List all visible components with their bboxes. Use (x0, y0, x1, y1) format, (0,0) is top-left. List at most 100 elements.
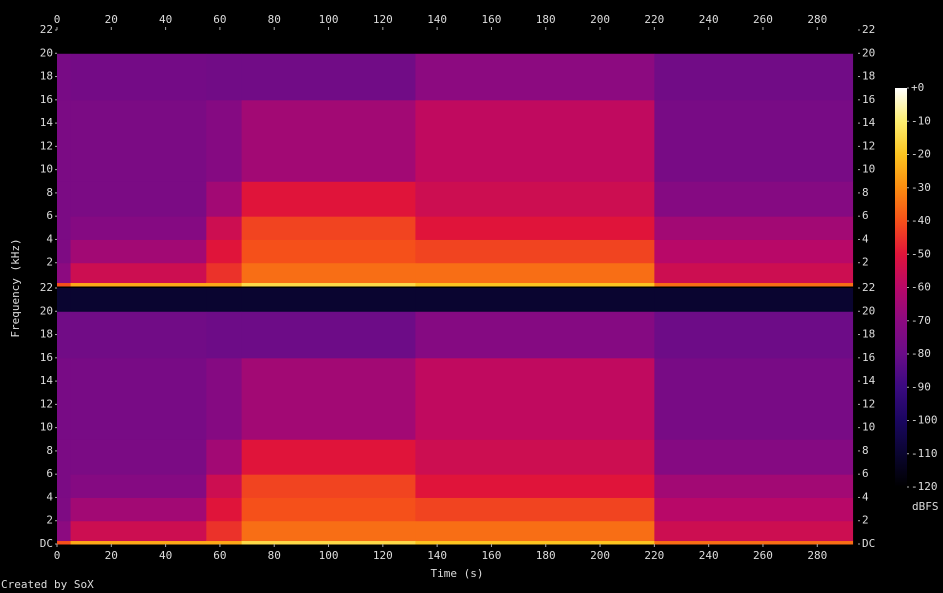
x-tick-label: 180 (536, 549, 556, 562)
y-tick-label: 18 (40, 328, 53, 341)
y-tick-label-right: 2 (862, 514, 869, 527)
x-tick-label-top: 280 (807, 13, 827, 26)
spectrogram-cell (654, 439, 854, 475)
spectrogram-cell (206, 540, 243, 545)
spectrogram-cell (415, 288, 655, 312)
x-tick-label: 280 (807, 549, 827, 562)
x-tick-label-top: 180 (536, 13, 556, 26)
spectrogram-cell (206, 288, 243, 312)
spectrogram-cell (654, 311, 854, 359)
spectrogram-cell (241, 99, 416, 182)
spectrogram-cell (70, 239, 207, 264)
colorbar-tick-label: -30 (911, 181, 931, 194)
colorbar-label: dBFS (912, 500, 939, 513)
y-tick-label-right: 18 (862, 70, 875, 83)
spectrogram-cell (415, 357, 655, 440)
colorbar-tick-label: -110 (911, 447, 938, 460)
spectrogram-cell (70, 181, 207, 217)
spectrogram-cell (415, 99, 655, 182)
spectrogram-cell (654, 288, 854, 312)
y-tick-label: 2 (46, 514, 53, 527)
colorbar-tick-label: -70 (911, 314, 931, 327)
y-tick-label: 6 (46, 467, 53, 480)
spectrogram-cell (241, 282, 416, 287)
spectrogram-cell (654, 216, 854, 240)
spectrogram-cell (206, 357, 243, 440)
spectrogram-cell (654, 262, 854, 284)
y-tick-label: 14 (40, 374, 54, 387)
spectrogram-cell (241, 497, 416, 522)
y-tick-label: 4 (46, 490, 53, 503)
spectrogram-cell (654, 53, 854, 101)
x-tick-label-top: 100 (319, 13, 339, 26)
spectrogram-cell (70, 216, 207, 240)
spectrogram-cell (241, 357, 416, 440)
x-tick-label: 80 (268, 549, 281, 562)
spectrogram-cell (415, 30, 655, 54)
spectrogram-cell (415, 311, 655, 359)
spectrogram-cell (70, 540, 207, 545)
y-tick-label-right: 22 (862, 23, 875, 36)
spectrogram-cell (415, 53, 655, 101)
x-tick-label: 0 (54, 549, 61, 562)
spectrogram-cell (415, 474, 655, 498)
spectrogram-cell (206, 520, 243, 542)
x-tick-label: 260 (753, 549, 773, 562)
colorbar-tick-label: -20 (911, 148, 931, 161)
y-tick-label-right: 22 (862, 281, 875, 294)
y-tick-label: DC (40, 537, 53, 550)
y-tick-label-right: 10 (862, 163, 875, 176)
spectrogram-cell (415, 520, 655, 542)
spectrogram-cell (70, 520, 207, 542)
spectrogram-cell (70, 474, 207, 498)
spectrogram-cell (654, 357, 854, 440)
x-tick-label-top: 160 (482, 13, 502, 26)
y-tick-label-right: 18 (862, 328, 875, 341)
y-tick-label: 22 (40, 23, 53, 36)
colorbar-tick-label: -100 (911, 414, 938, 427)
x-tick-label: 100 (319, 549, 339, 562)
y-tick-label-right: 8 (862, 186, 869, 199)
x-tick-label-top: 240 (699, 13, 719, 26)
spectrogram-cell (206, 216, 243, 240)
spectrogram-cell (57, 216, 72, 240)
x-tick-label: 60 (213, 549, 226, 562)
y-tick-label-right: 20 (862, 304, 875, 317)
spectrogram-cell (206, 282, 243, 287)
spectrogram-cell (206, 262, 243, 284)
spectrogram-cell (654, 282, 854, 287)
y-tick-label-right: 16 (862, 93, 875, 106)
y-tick-label-right: 6 (862, 467, 869, 480)
spectrogram-cell (206, 439, 243, 475)
spectrogram-cell (57, 439, 72, 475)
x-tick-label: 140 (427, 549, 447, 562)
spectrogram-cell (415, 181, 655, 217)
spectrogram-cell (415, 216, 655, 240)
x-tick-label-top: 20 (105, 13, 118, 26)
colorbar-tick-label: -40 (911, 214, 931, 227)
y-tick-label: 18 (40, 70, 53, 83)
x-tick-label-top: 60 (213, 13, 226, 26)
x-tick-label: 200 (590, 549, 610, 562)
colorbar-tick-label: -80 (911, 347, 931, 360)
y-tick-label-right: 10 (862, 421, 875, 434)
spectrogram-cell (70, 357, 207, 440)
spectrogram-cell (70, 288, 207, 312)
spectrogram-cell (654, 497, 854, 522)
spectrogram-cell (206, 53, 243, 101)
x-tick-label: 240 (699, 549, 719, 562)
spectrogram-cell (241, 520, 416, 542)
x-axis-label: Time (s) (431, 567, 484, 580)
spectrogram-cell (241, 262, 416, 284)
y-tick-label: 10 (40, 163, 53, 176)
spectrogram-cell (57, 497, 72, 522)
x-tick-label-top: 260 (753, 13, 773, 26)
x-tick-label: 120 (373, 549, 393, 562)
spectrogram-cell (654, 474, 854, 498)
footer: Created by SoX (1, 578, 94, 591)
y-tick-label: 12 (40, 397, 53, 410)
y-axis-label: Frequency (kHz) (9, 238, 22, 337)
spectrogram-cell (57, 311, 72, 359)
y-tick-label: 10 (40, 421, 53, 434)
x-tick-label: 20 (105, 549, 118, 562)
